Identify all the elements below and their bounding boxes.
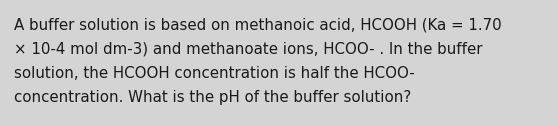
- Text: × 10-4 mol dm-3) and methanoate ions, HCOO- . In the buffer: × 10-4 mol dm-3) and methanoate ions, HC…: [14, 42, 483, 57]
- Text: concentration. What is the pH of the buffer solution?: concentration. What is the pH of the buf…: [14, 90, 411, 105]
- Text: A buffer solution is based on methanoic acid, HCOOH (Ka = 1.70: A buffer solution is based on methanoic …: [14, 18, 502, 33]
- Text: solution, the HCOOH concentration is half the HCOO-: solution, the HCOOH concentration is hal…: [14, 66, 415, 81]
